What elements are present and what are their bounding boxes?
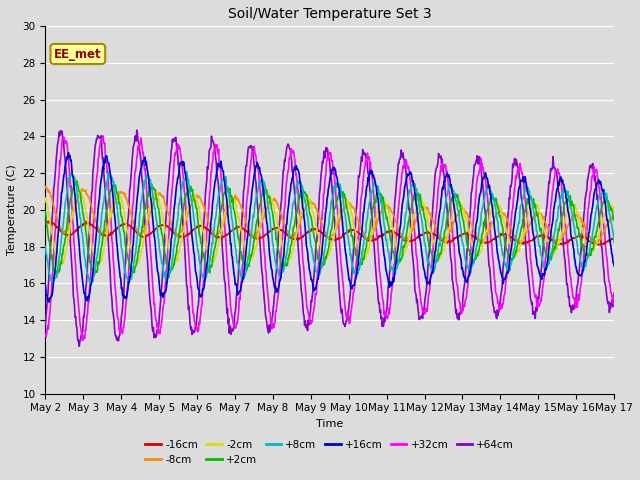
Text: EE_met: EE_met <box>54 48 102 60</box>
Y-axis label: Temperature (C): Temperature (C) <box>7 165 17 255</box>
Legend: -16cm, -8cm, -2cm, +2cm, +8cm, +16cm, +32cm, +64cm: -16cm, -8cm, -2cm, +2cm, +8cm, +16cm, +3… <box>141 436 518 469</box>
X-axis label: Time: Time <box>316 419 344 429</box>
Title: Soil/Water Temperature Set 3: Soil/Water Temperature Set 3 <box>228 7 431 21</box>
